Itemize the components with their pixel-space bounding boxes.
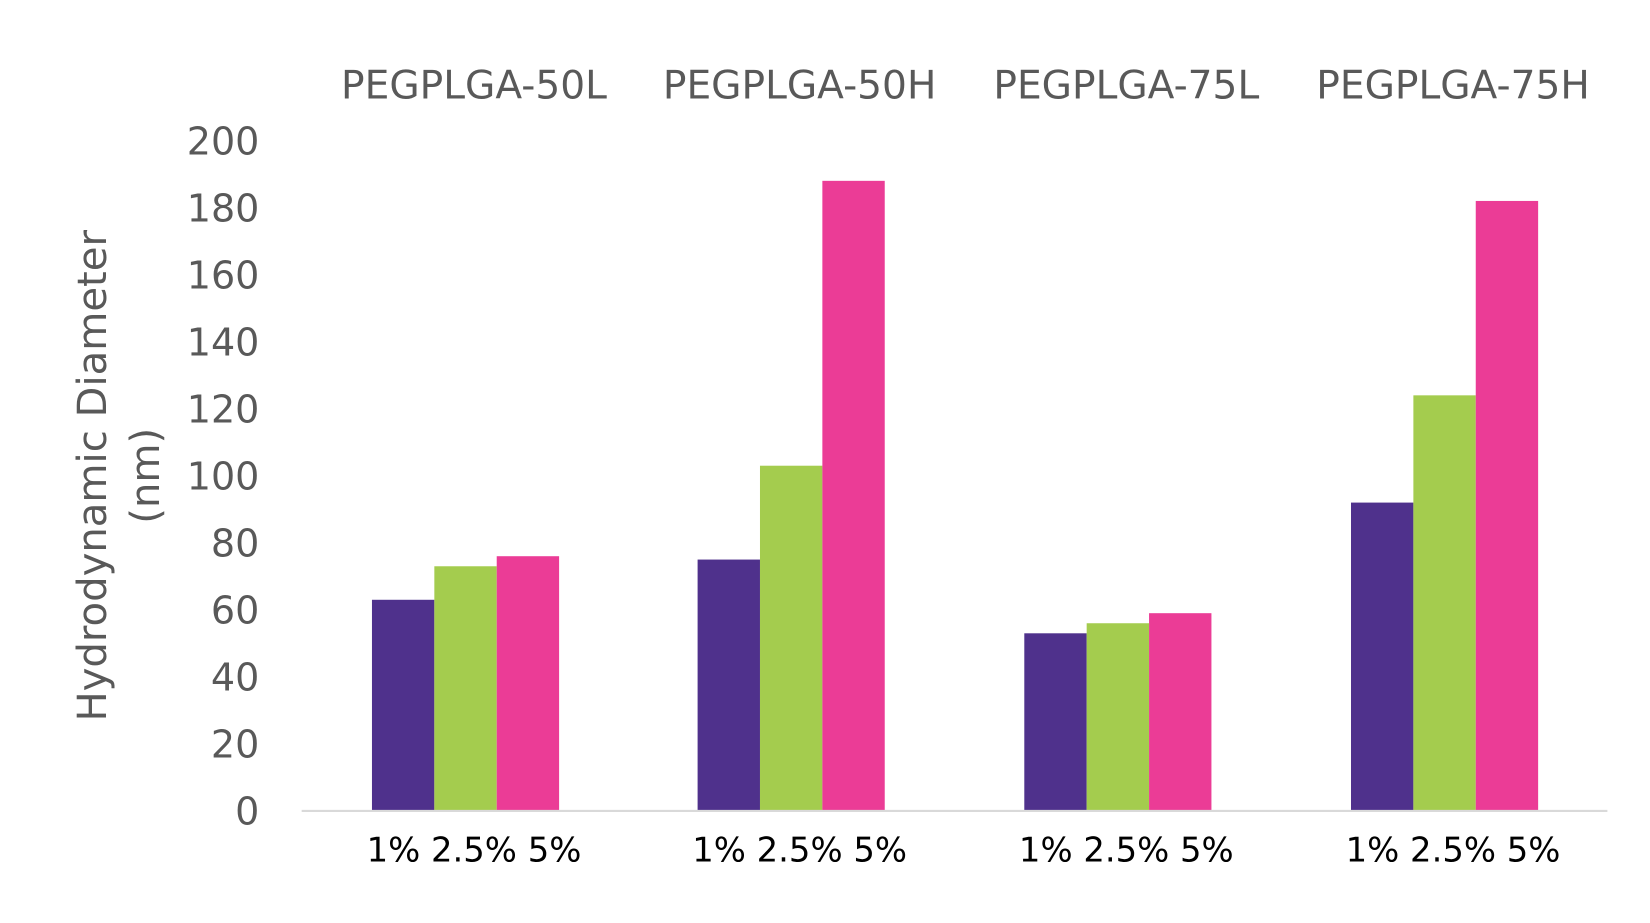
group-label: PEGPLGA-50L	[341, 63, 607, 108]
y-axis-ticks: 0 20 40 60 80 100 120 140 160 180 200	[187, 119, 260, 833]
y-tick-label: 100	[187, 455, 260, 499]
bar-2-5pct-pegplga-75h	[1413, 395, 1476, 811]
group-label: PEGPLGA-75H	[1316, 63, 1589, 108]
bar-1pct-pegplga-75h	[1350, 502, 1414, 811]
x-axis-ticks: 1% 2.5% 5% 1% 2.5% 5% 1% 2.5% 5% 1% 2.5% 5%	[367, 831, 1561, 870]
bar-1pct-pegplga-75l	[1024, 633, 1087, 811]
bar-5pct-pegplga-75h	[1475, 200, 1539, 811]
bar-2-5pct-pegplga-50l	[434, 566, 497, 811]
x-tick-group: 1% 2.5% 5%	[367, 831, 582, 870]
group-label: PEGPLGA-50H	[663, 63, 936, 108]
y-axis-title-line2: (nm)	[123, 428, 169, 524]
bars	[371, 180, 1539, 811]
y-tick-label: 20	[211, 723, 259, 767]
y-axis-title-line1: Hydrodynamic Diameter	[70, 230, 116, 722]
bar-1pct-pegplga-50h	[697, 559, 760, 811]
y-tick-label: 40	[211, 656, 259, 700]
bar-1pct-pegplga-50l	[371, 599, 435, 811]
bar-5pct-pegplga-75l	[1149, 613, 1212, 811]
y-tick-label: 160	[187, 253, 260, 297]
y-tick-label: 140	[187, 320, 260, 364]
bar-5pct-pegplga-50h	[822, 180, 885, 811]
y-tick-label: 60	[211, 589, 259, 633]
x-tick-group: 1% 2.5% 5%	[692, 831, 907, 870]
group-label: PEGPLGA-75L	[993, 63, 1259, 108]
bar-5pct-pegplga-50l	[496, 556, 560, 811]
y-axis-title: Hydrodynamic Diameter (nm)	[70, 230, 169, 722]
bar-2-5pct-pegplga-75l	[1086, 623, 1150, 811]
y-tick-label: 80	[211, 522, 259, 566]
y-tick-label: 180	[187, 186, 260, 230]
x-tick-group: 1% 2.5% 5%	[1346, 831, 1561, 870]
y-tick-label: 120	[187, 387, 260, 431]
bar-2-5pct-pegplga-50h	[759, 465, 823, 811]
y-tick-label: 0	[235, 790, 259, 834]
y-tick-label: 200	[187, 119, 260, 163]
x-tick-group: 1% 2.5% 5%	[1019, 831, 1234, 870]
group-labels: PEGPLGA-50L PEGPLGA-50H PEGPLGA-75L PEGPLGA…	[341, 63, 1590, 108]
